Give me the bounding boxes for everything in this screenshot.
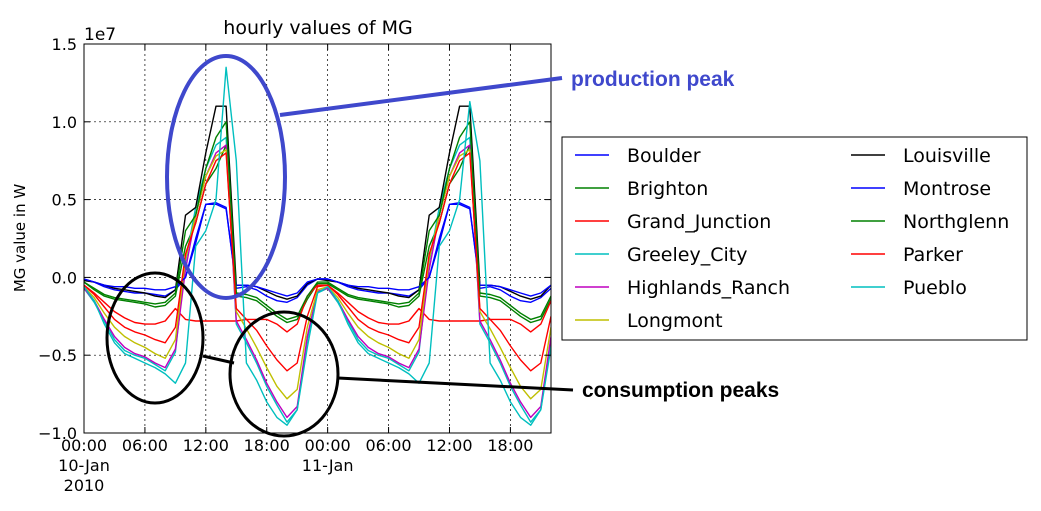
y-tick-label: 1.5 [52,35,77,54]
x-tick-label: 12:00 [426,436,472,455]
consumption-peak-ellipse-right [228,310,340,438]
y-tick-label: −0.5 [38,346,77,365]
legend-label: Pueblo [903,277,967,299]
x-tick-label: 00:00 [61,436,107,455]
y-tick-label: 0.5 [52,191,77,210]
series-line-grand-junction [84,284,551,333]
y-tick-label: 0.0 [52,268,77,287]
axis-ticks: −1.0−0.50.00.51.01.500:0010-Jan201006:00… [38,35,551,495]
consumption-peaks-connector [202,354,235,365]
legend-label: Greeley_City [627,244,747,266]
legend-label: Boulder [627,145,701,167]
production-peak-label: production peak [571,68,735,91]
series-line-pueblo [84,66,551,426]
x-tick-sublabel: 11-Jan [302,456,354,475]
legend: Boulder Brighton Grand_Junction Greeley_Cit… [561,136,1028,341]
y-tick-label: −1.0 [38,424,77,443]
series-line-montrose [84,203,551,297]
series-line-parker [84,152,551,372]
consumption-peaks-annotation: consumption peaks [105,271,779,438]
legend-label: Louisville [903,145,991,167]
production-peak-ellipse [165,54,287,300]
legend-label: Grand_Junction [627,211,771,233]
series-group [84,66,551,426]
legend-label: Parker [903,244,963,266]
plot-area-frame [83,43,552,434]
legend-box [561,136,1028,341]
y-axis-label: MG value in W [11,184,29,293]
legend-label: Northglenn [903,211,1009,233]
x-tick-label: 00:00 [305,436,351,455]
x-tick-label: 12:00 [183,436,229,455]
legend-label: Longmont [627,310,723,332]
production-peak-pointer [279,76,563,117]
series-lines [84,66,551,426]
x-tick-sublabel: 2010 [64,476,105,495]
x-tick-label: 06:00 [366,436,412,455]
chart-title: hourly values of MG [223,17,412,39]
legend-label: Montrose [903,178,991,200]
y-tick-label: 1.0 [52,113,77,132]
consumption-peaks-pointer [337,376,574,392]
production-peak-annotation: production peak [165,54,735,300]
y-axis-scale-label: 1e7 [84,25,116,45]
consumption-peak-ellipse-left [105,271,205,405]
x-tick-label: 18:00 [244,436,290,455]
x-tick-sublabel: 10-Jan [58,456,110,475]
legend-label: Highlands_Ranch [627,277,790,299]
series-line-louisville [84,105,551,300]
consumption-peaks-label: consumption peaks [582,379,779,402]
x-tick-label: 18:00 [487,436,533,455]
grid-lines [84,44,551,433]
x-tick-label: 06:00 [122,436,168,455]
legend-label: Brighton [627,178,708,200]
series-line-northglenn [84,121,551,321]
